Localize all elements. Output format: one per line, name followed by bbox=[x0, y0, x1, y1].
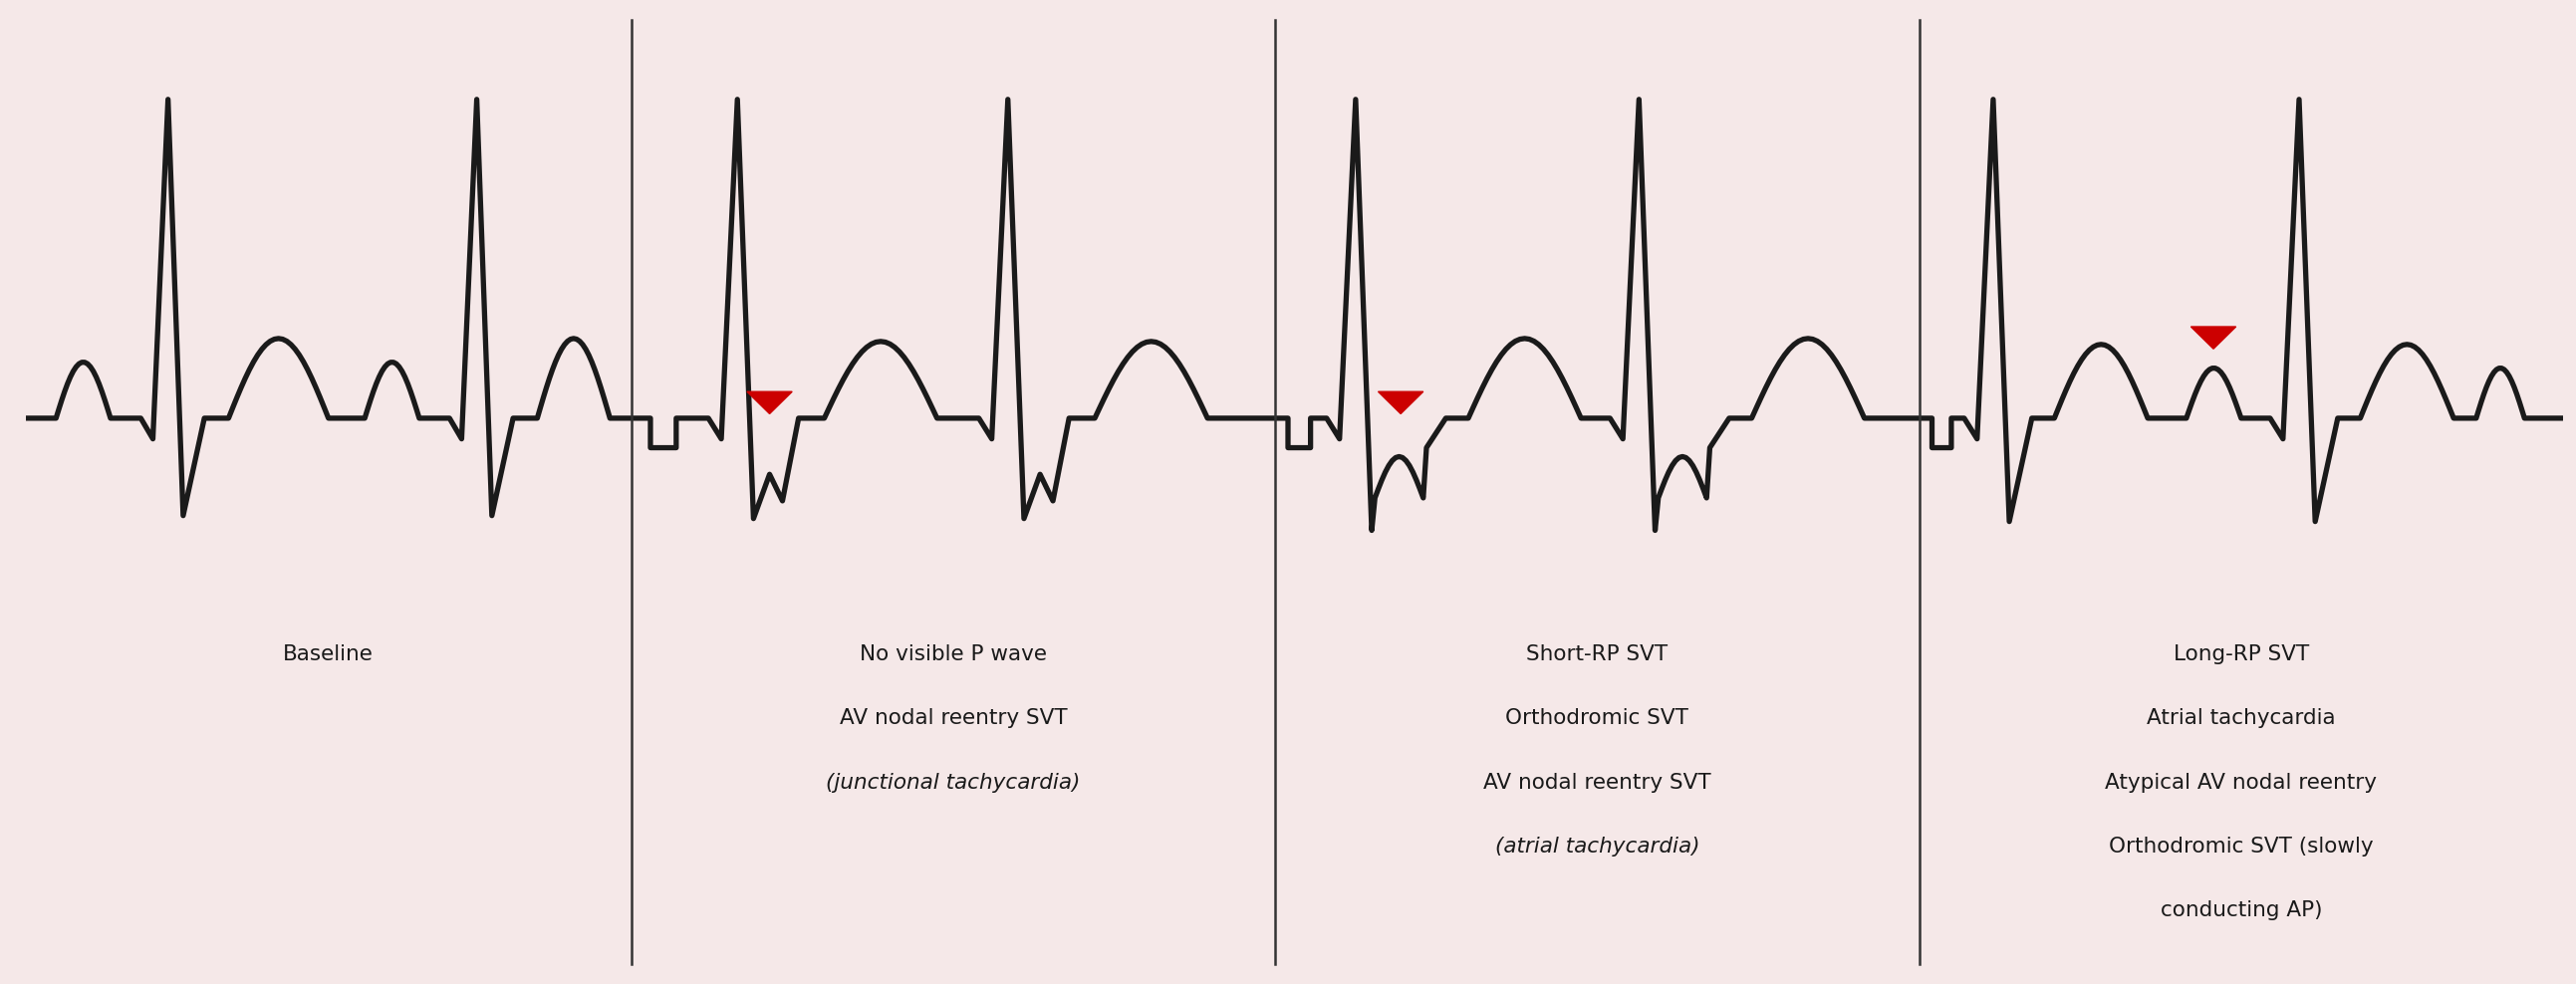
Text: No visible P wave: No visible P wave bbox=[860, 645, 1046, 664]
Polygon shape bbox=[2190, 327, 2236, 349]
Text: Atrial tachycardia: Atrial tachycardia bbox=[2146, 708, 2336, 728]
Text: (atrial tachycardia): (atrial tachycardia) bbox=[1494, 836, 1700, 856]
Text: Long-RP SVT: Long-RP SVT bbox=[2174, 645, 2308, 664]
Polygon shape bbox=[747, 392, 793, 413]
Polygon shape bbox=[1378, 392, 1422, 413]
Text: AV nodal reentry SVT: AV nodal reentry SVT bbox=[840, 708, 1066, 728]
Text: Orthodromic SVT (slowly: Orthodromic SVT (slowly bbox=[2110, 836, 2372, 856]
Text: (junctional tachycardia): (junctional tachycardia) bbox=[827, 772, 1079, 792]
Text: Baseline: Baseline bbox=[283, 645, 374, 664]
Text: Atypical AV nodal reentry: Atypical AV nodal reentry bbox=[2105, 772, 2378, 792]
Text: conducting AP): conducting AP) bbox=[2161, 900, 2321, 920]
Text: Orthodromic SVT: Orthodromic SVT bbox=[1504, 708, 1690, 728]
Text: AV nodal reentry SVT: AV nodal reentry SVT bbox=[1484, 772, 1710, 792]
Text: Short-RP SVT: Short-RP SVT bbox=[1528, 645, 1667, 664]
